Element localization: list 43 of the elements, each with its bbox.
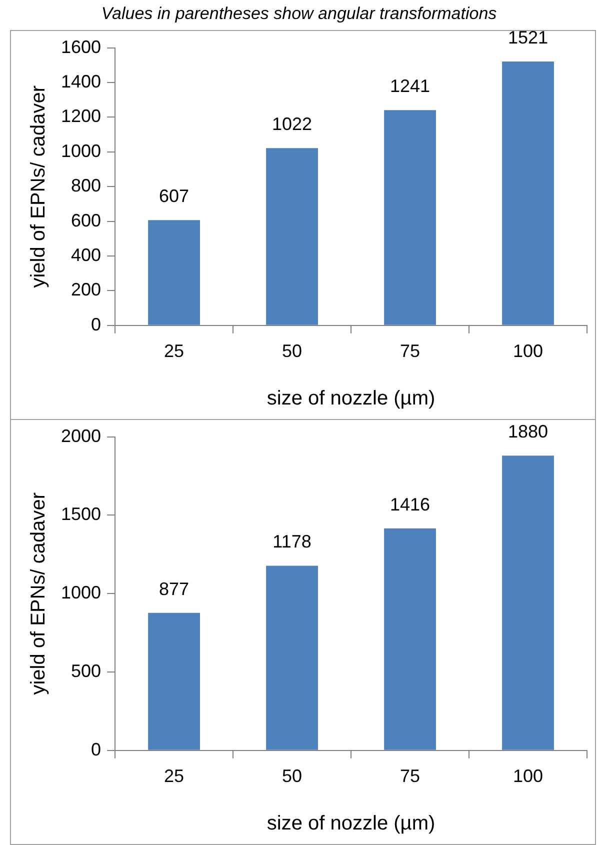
data-label: 877: [159, 578, 190, 599]
data-label: 1416: [390, 494, 430, 514]
y-tick-label: 0: [91, 739, 102, 760]
x-tick-label: 100: [512, 766, 544, 786]
x-tick-label: 50: [282, 341, 302, 362]
x-tick-label: 75: [400, 341, 420, 362]
x-tick-label: 25: [164, 341, 184, 362]
y-axis-title: yield of EPNs/ cadaver: [28, 492, 50, 695]
y-tick-label: 200: [70, 280, 102, 300]
data-label: 1022: [272, 114, 312, 134]
y-tick-label: 0: [91, 314, 102, 334]
x-axis-title: size of nozzle (µm): [266, 812, 436, 835]
bar: [502, 456, 554, 750]
y-tick-label: 2000: [60, 426, 102, 446]
y-axis-title: yield of EPNs/ cadaver: [28, 85, 50, 288]
data-label: 1241: [390, 76, 430, 96]
bar: [148, 220, 200, 325]
y-tick-label: 500: [70, 660, 102, 681]
bar: [148, 612, 200, 750]
x-tick-label: 100: [512, 341, 544, 362]
data-label: 1521: [508, 27, 548, 48]
y-tick-label: 1600: [60, 36, 102, 57]
text: Values in parentheses show angular transformations: [100, 4, 498, 24]
data-label: 607: [159, 186, 190, 206]
y-tick-label: 1200: [60, 106, 102, 126]
x-tick-label: 75: [400, 766, 420, 786]
bar: [502, 62, 554, 325]
bar: [266, 148, 318, 325]
x-tick-label: 25: [164, 766, 184, 786]
x-axis-title: size of nozzle (µm): [266, 388, 436, 410]
y-tick-label: 1500: [60, 504, 102, 524]
y-tick-label: 1000: [60, 582, 102, 603]
bar: [384, 110, 436, 325]
data-label: 1880: [508, 422, 548, 442]
bar: [384, 528, 436, 750]
x-tick-label: 50: [282, 766, 302, 786]
y-tick-label: 600: [70, 210, 102, 230]
bar: [266, 566, 318, 750]
data-label: 1178: [272, 532, 312, 552]
y-tick-label: 1400: [60, 71, 102, 92]
y-tick-label: 1000: [60, 140, 102, 161]
y-tick-label: 400: [70, 244, 102, 265]
y-tick-label: 800: [70, 176, 102, 196]
